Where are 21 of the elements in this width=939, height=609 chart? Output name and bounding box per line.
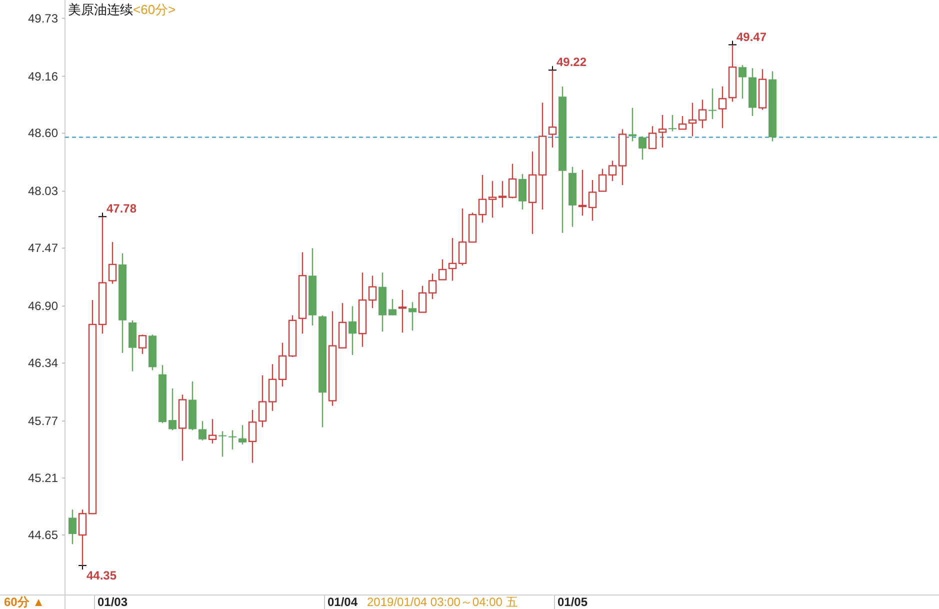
- y-tick-label: 49.16: [28, 69, 58, 84]
- chart-subtitle: <60分>: [133, 2, 176, 17]
- y-tick-label: 45.77: [28, 414, 58, 428]
- y-tick-label: 48.60: [28, 126, 58, 140]
- annotation: 44.35: [86, 568, 117, 583]
- x-tick-label: 01/04: [327, 595, 358, 609]
- y-tick-label: 48.03: [28, 184, 58, 198]
- y-tick-label: 46.34: [28, 356, 58, 370]
- text: 2019/01/04 03:00～04:00 五: [367, 595, 518, 609]
- annotation: 49.22: [556, 55, 587, 70]
- annotation: 49.47: [736, 30, 767, 44]
- annotation: 47.78: [106, 202, 137, 216]
- y-tick-label: 47.47: [28, 241, 58, 256]
- x-tick-label: 01/03: [97, 595, 128, 609]
- x-tick-label: 01/05: [557, 595, 588, 609]
- chart-title: 美原油连续: [68, 2, 133, 17]
- y-tick-label: 46.90: [28, 299, 58, 314]
- y-tick-label: 44.65: [28, 528, 58, 542]
- y-tick-label: 49.73: [28, 11, 58, 26]
- y-tick-label: 45.21: [28, 471, 58, 486]
- text: 60分 ▲: [4, 595, 45, 609]
